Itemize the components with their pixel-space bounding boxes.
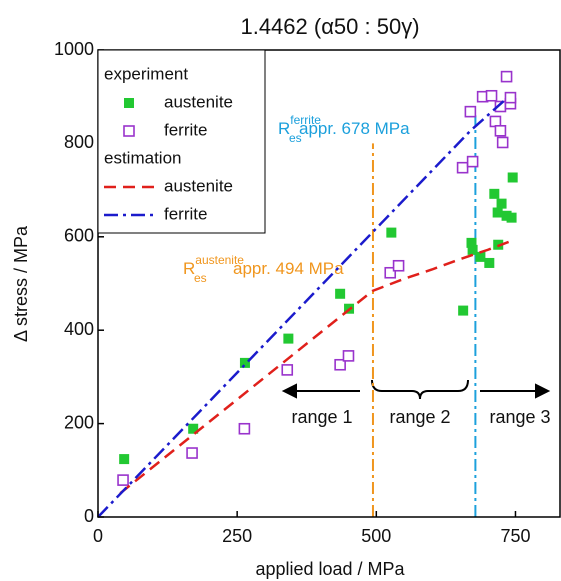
data-point (485, 89, 498, 102)
threshold-label: Raustenite es appr. 494 MPa (183, 253, 344, 285)
data-point (501, 210, 512, 221)
data-point (467, 244, 478, 255)
legend-title: estimation (104, 148, 181, 167)
y-tick-label: 1000 (54, 39, 94, 59)
y-axis-label: Δ stress / MPa (11, 225, 31, 342)
data-point (238, 422, 251, 435)
x-tick-label: 500 (361, 526, 391, 546)
legend-label: austenite (164, 92, 233, 111)
threshold-base: R (278, 119, 290, 138)
data-point (392, 259, 405, 272)
x-tick-label: 750 (500, 526, 530, 546)
data-point (494, 124, 507, 137)
threshold-text: appr. 494 MPa (233, 259, 344, 278)
data-point (464, 105, 477, 118)
data-point (496, 198, 507, 209)
legend-label: ferrite (164, 120, 207, 139)
legend-label: austenite (164, 176, 233, 195)
data-point (335, 288, 346, 299)
data-point (186, 447, 198, 459)
data-point (456, 161, 469, 174)
estimation-line (97, 98, 507, 518)
data-point (458, 305, 469, 316)
threshold-label: Rferrite esappr. 678 MPa (278, 113, 410, 145)
data-point (334, 358, 346, 371)
legend-marker (123, 125, 135, 137)
data-point (504, 91, 517, 104)
data-point (384, 266, 397, 279)
range-label: range 2 (389, 407, 450, 427)
data-point (239, 357, 250, 368)
data-point (342, 350, 355, 362)
chart-title: 1.4462 (α50 : 50γ) (240, 14, 419, 39)
data-point (507, 172, 518, 183)
data-point (119, 454, 130, 465)
data-point (496, 136, 509, 149)
x-tick-label: 250 (222, 526, 252, 546)
data-point (466, 237, 477, 248)
range-label: range 1 (291, 407, 352, 427)
data-point (188, 423, 199, 434)
threshold-sub: es (194, 271, 207, 285)
plot-frame (97, 49, 561, 518)
threshold-sup: ferrite (290, 113, 321, 127)
data-point (492, 207, 503, 218)
data-point (484, 257, 495, 268)
estimation-line (119, 240, 511, 495)
data-point (386, 227, 397, 238)
threshold-base: R (183, 259, 195, 278)
data-point (489, 188, 500, 199)
range-label: range 3 (489, 407, 550, 427)
y-tick-label: 800 (64, 132, 94, 152)
threshold-sub: es (289, 131, 302, 145)
legend-title: experiment (104, 64, 188, 83)
x-tick-label: 0 (93, 526, 103, 546)
data-point (475, 251, 486, 262)
y-tick-label: 600 (64, 226, 94, 246)
y-tick-label: 200 (64, 412, 94, 432)
data-point (489, 115, 502, 128)
data-point (283, 333, 294, 344)
data-point (117, 474, 129, 486)
threshold-text: appr. 678 MPa (299, 119, 410, 138)
legend-marker (124, 98, 134, 108)
y-tick-label: 400 (64, 319, 94, 339)
legend-label: ferrite (164, 204, 207, 223)
legend-box (97, 49, 266, 234)
range-markers (281, 379, 551, 400)
threshold-sup: austenite (195, 253, 244, 267)
x-axis-label: applied load / MPa (255, 559, 405, 579)
data-point (466, 155, 479, 168)
data-point (500, 70, 513, 83)
data-point (281, 364, 294, 376)
y-tick-label: 0 (84, 506, 94, 526)
data-point (506, 212, 517, 223)
